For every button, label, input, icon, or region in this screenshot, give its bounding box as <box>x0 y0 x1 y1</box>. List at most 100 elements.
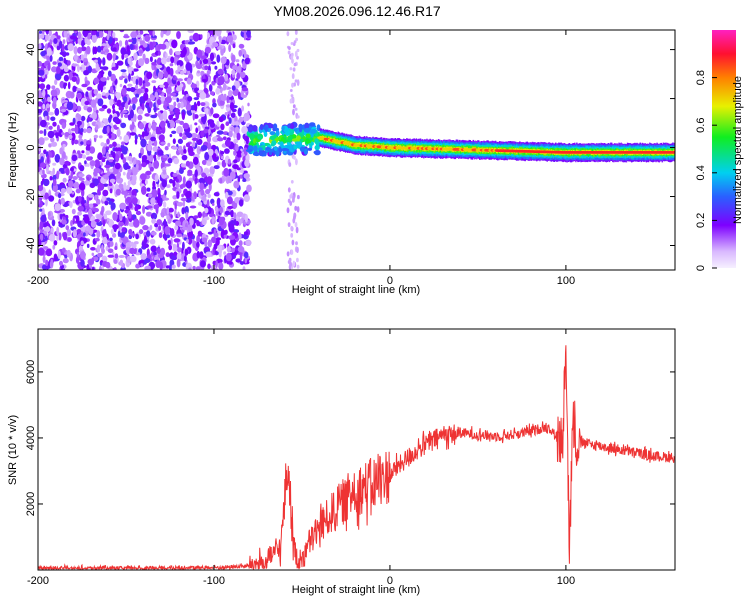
spectrogram-cell <box>180 149 185 156</box>
spectrogram-cell <box>80 46 87 52</box>
spectrogram-cell <box>296 135 301 142</box>
spectrogram-cell <box>110 202 116 211</box>
spectrogram-cell <box>122 146 128 155</box>
spectrogram-cell <box>168 207 174 213</box>
spectrogram-cell <box>298 124 303 133</box>
spectrogram-cell <box>82 128 87 133</box>
spectrogram-cell <box>56 35 61 40</box>
spectrogram-cell <box>232 164 239 170</box>
spectrogram-cell <box>128 202 133 209</box>
spectrogram-cell <box>91 252 95 256</box>
spectrogram-cell <box>289 194 293 199</box>
spectrogram-cell <box>47 62 51 71</box>
spectrogram-frame <box>37 29 676 271</box>
spectrogram-cell <box>73 182 80 189</box>
spectrogram-cell <box>128 39 133 43</box>
spectrogram-cell <box>68 175 71 180</box>
spectrogram-cell <box>212 136 219 143</box>
spectrogram-cell <box>126 196 132 203</box>
spectrogram-cell <box>97 152 103 161</box>
spectrogram-cell <box>119 83 123 88</box>
spectrogram-cell <box>288 257 292 262</box>
spectrogram-cell <box>169 67 174 77</box>
spectrogram-cell <box>140 253 147 260</box>
spectrogram-cell <box>79 165 85 172</box>
spectrogram-cell <box>102 57 106 66</box>
spectrogram-cell <box>214 250 218 256</box>
spectrogram-cell <box>200 55 208 60</box>
spectrogram-cell <box>127 155 133 161</box>
spectrogram-cell <box>139 216 146 225</box>
x-tick-label: -100 <box>203 275 225 287</box>
spectrogram-cell <box>114 147 119 152</box>
spectrogram-cell <box>44 235 48 241</box>
spectrogram-cell <box>72 229 77 238</box>
spectrogram-cell <box>66 187 73 194</box>
spectrogram-cell <box>231 54 236 63</box>
spectrogram-cell <box>242 178 247 182</box>
spectrogram-cell <box>92 256 99 262</box>
spectrogram-cell <box>211 152 217 160</box>
spectrogram-cell <box>109 188 113 194</box>
spectrogram-cell <box>211 202 215 206</box>
spectrogram-cell <box>292 194 295 202</box>
spectrogram-cell <box>258 147 263 151</box>
spectrogram-cell <box>137 49 144 54</box>
spectrogram-cell <box>150 136 157 142</box>
spectrogram-cell <box>73 30 78 34</box>
spectrogram-cell <box>181 89 185 95</box>
spectrogram-cell <box>157 43 164 50</box>
spectrogram-cell <box>58 232 62 241</box>
colorbar-ticks: 00.20.40.60.8 <box>695 70 717 271</box>
spectrogram-cell <box>119 202 127 210</box>
spectrogram-cell <box>38 185 44 192</box>
spectrogram-cell <box>60 108 67 113</box>
spectrogram-cell <box>180 43 184 50</box>
spectrogram-cell <box>89 203 94 209</box>
spectrogram-cell <box>109 240 114 247</box>
spectrogram-cell <box>185 180 192 189</box>
spectrogram-cell <box>71 132 76 141</box>
spectrogram-cell <box>40 214 47 223</box>
spectrogram-cell <box>137 163 142 171</box>
spectrogram-cell <box>138 122 145 130</box>
spectrogram-cell <box>196 235 201 244</box>
spectrogram-cell <box>101 43 107 47</box>
spectrogram-cell <box>84 160 87 165</box>
spectrogram-cell <box>92 207 100 213</box>
spectrogram-cell <box>45 103 50 109</box>
spectrogram-cell <box>184 248 189 256</box>
spectrogram-cell <box>196 250 200 259</box>
spectrogram-cell <box>189 217 194 226</box>
spectrogram-cell <box>122 157 127 164</box>
spectrogram-cell <box>189 205 197 209</box>
spectrogram-cell <box>144 81 151 87</box>
spectrogram-cell <box>101 229 107 238</box>
spectrogram-cell <box>150 245 157 253</box>
spectrogram-cell <box>289 98 293 104</box>
spectrogram-cell <box>145 170 152 176</box>
spectrogram-cell <box>58 56 64 62</box>
spectrogram-cell <box>165 252 170 258</box>
spectrogram-cell <box>183 255 187 262</box>
spectrogram-cell <box>82 30 89 38</box>
spectrogram-cell <box>56 226 60 236</box>
spectrogram-cell <box>194 169 198 178</box>
spectrogram-cell <box>207 231 213 235</box>
spectrogram-cell <box>155 126 161 132</box>
spectrogram-cell <box>135 263 141 269</box>
spectrogram-cell <box>101 66 109 70</box>
spectrogram-cell <box>278 147 283 153</box>
spectrogram-cell <box>149 41 154 51</box>
spectrogram-cell <box>273 123 278 130</box>
spectrogram-cell <box>72 216 75 225</box>
spectrogram-cell <box>219 177 223 184</box>
spectrogram-cell <box>120 237 128 241</box>
spectrogram-cell <box>84 100 90 106</box>
spectrogram-cell <box>176 233 183 238</box>
y-tick-label: 4000 <box>25 426 37 450</box>
spectrogram-cell <box>135 78 139 86</box>
spectrogram-cell <box>233 159 238 164</box>
spectrogram-cell <box>130 179 137 186</box>
